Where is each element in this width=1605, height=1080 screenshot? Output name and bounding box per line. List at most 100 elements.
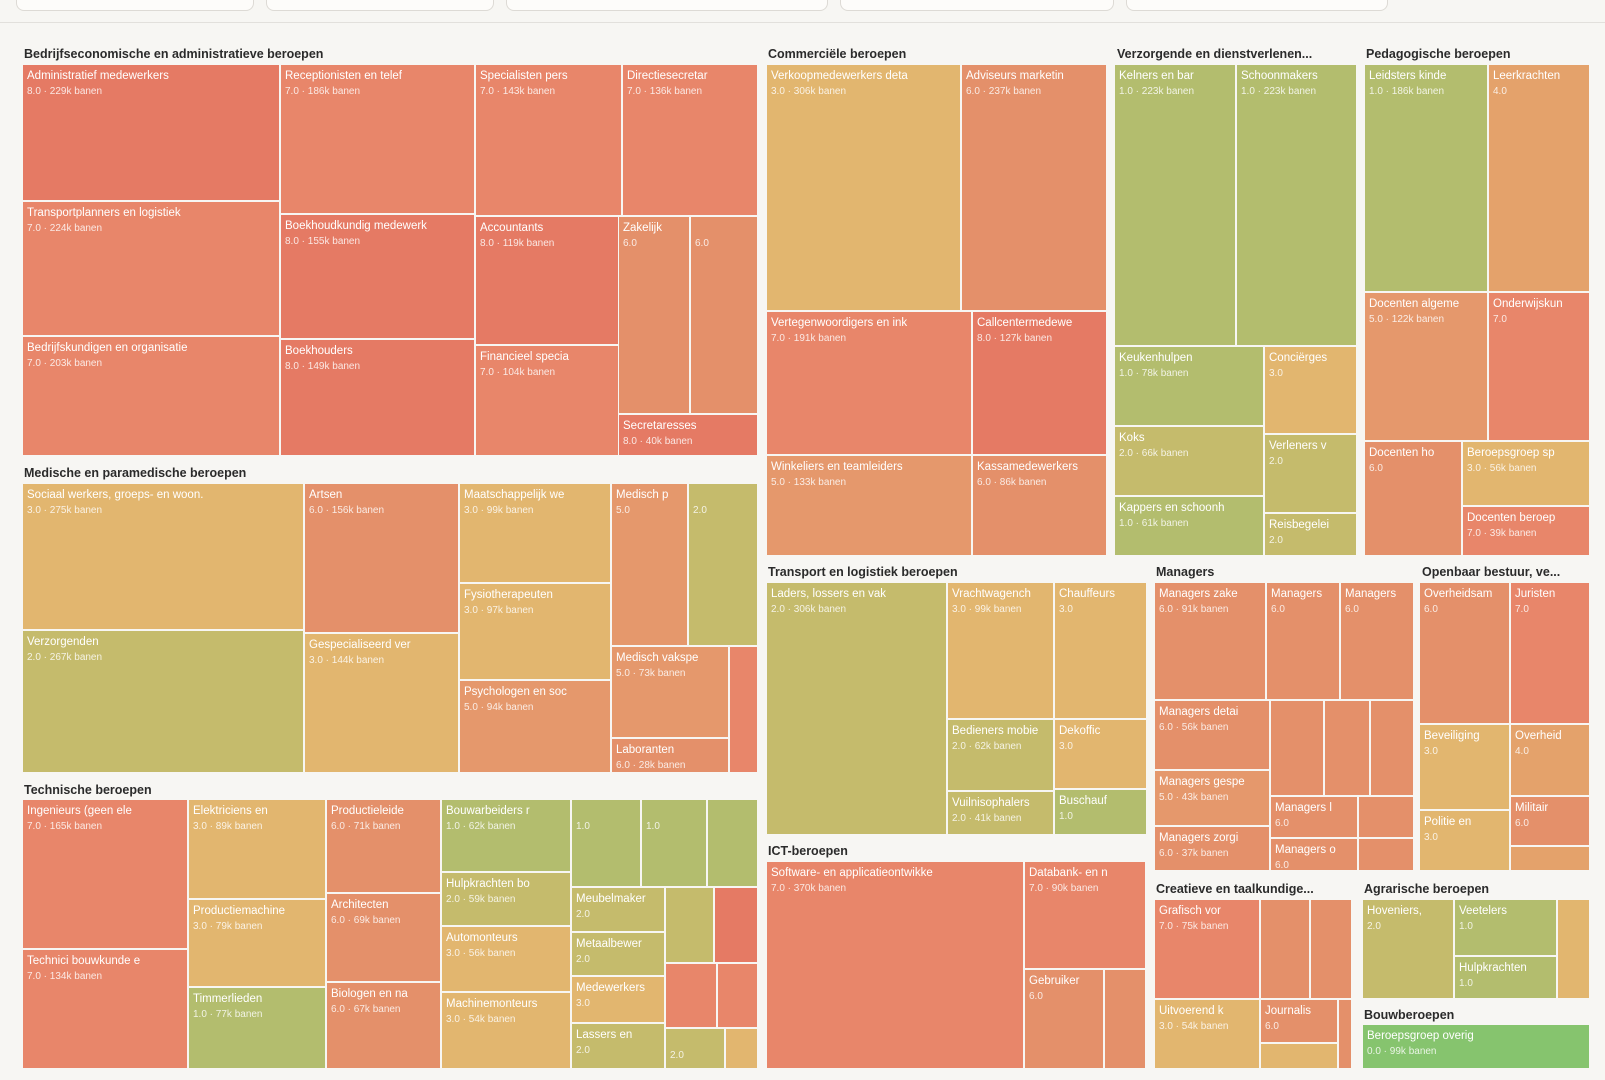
treemap-cell-buschauf[interactable]: Buschauf 1.0 [1054, 789, 1147, 835]
filter-dropdown-1[interactable] [16, 0, 254, 11]
treemap-cell-ingenieurs-geen-ele[interactable]: Ingenieurs (geen ele 7.0 · 165k banen [22, 799, 188, 949]
treemap-cell-schoonmakers[interactable]: Schoonmakers 1.0 · 223k banen [1236, 64, 1357, 346]
treemap-cell-cell-22[interactable] [717, 963, 758, 1028]
treemap-cell-managers-l[interactable]: Managers l 6.0 [1270, 796, 1358, 838]
treemap-cell-onderwijskun[interactable]: Onderwijskun 7.0 [1488, 292, 1590, 441]
treemap-cell-cell-11[interactable]: 6.0 [690, 216, 758, 414]
treemap-cell-leidsters-kinde[interactable]: Leidsters kinde 1.0 · 186k banen [1364, 64, 1488, 292]
filter-dropdown-3[interactable] [506, 0, 828, 11]
treemap-cell-verzorgenden[interactable]: Verzorgenden 2.0 · 267k banen [22, 630, 304, 773]
treemap-cell-directiesecretar[interactable]: Directiesecretar 7.0 · 136k banen [622, 64, 758, 216]
treemap-cell-kassamedewerkers[interactable]: Kassamedewerkers 6.0 · 86k banen [972, 455, 1107, 556]
treemap-cell-verleners-v[interactable]: Verleners v 2.0 [1264, 434, 1357, 513]
treemap-cell-keukenhulpen[interactable]: Keukenhulpen 1.0 · 78k banen [1114, 346, 1264, 426]
treemap-cell-kappers-en-schoonh[interactable]: Kappers en schoonh 1.0 · 61k banen [1114, 496, 1264, 556]
treemap-cell-gebruiker[interactable]: Gebruiker 6.0 [1024, 969, 1104, 1069]
treemap-cell-dekoffic[interactable]: Dekoffic 3.0 [1054, 719, 1147, 789]
treemap-cell-fysiotherapeuten[interactable]: Fysiotherapeuten 3.0 · 97k banen [459, 583, 611, 680]
treemap-cell-cell-14[interactable] [707, 799, 758, 887]
treemap-cell-architecten[interactable]: Architecten 6.0 · 69k banen [326, 893, 441, 982]
treemap-cell-secretaresses[interactable]: Secretaresses 8.0 · 40k banen [618, 414, 758, 456]
treemap-cell-machinemonteurs[interactable]: Machinemonteurs 3.0 · 54k banen [441, 992, 571, 1069]
treemap-cell-laders-lossers-en-vak[interactable]: Laders, lossers en vak 2.0 · 306k banen [766, 582, 947, 835]
treemap-cell-cell-2[interactable] [1310, 899, 1352, 999]
filter-dropdown-5[interactable] [1126, 0, 1388, 11]
treemap-cell-metaalbewer[interactable]: Metaalbewer 2.0 [571, 932, 665, 976]
treemap-cell-boekhouders[interactable]: Boekhouders 8.0 · 149k banen [280, 339, 475, 456]
treemap-cell-cell-1[interactable] [1260, 899, 1310, 999]
treemap-cell-technici-bouwkunde-e[interactable]: Technici bouwkunde e 7.0 · 134k banen [22, 949, 188, 1069]
treemap-cell-accountants[interactable]: Accountants 8.0 · 119k banen [475, 216, 622, 345]
treemap-cell-koks[interactable]: Koks 2.0 · 66k banen [1114, 426, 1264, 496]
treemap-cell-meubelmaker[interactable]: Meubelmaker 2.0 [571, 887, 665, 932]
treemap-cell-uitvoerend-k[interactable]: Uitvoerend k 3.0 · 54k banen [1154, 999, 1260, 1069]
treemap-cell-cell-8[interactable]: 2.0 [688, 483, 758, 646]
treemap-cell-bouwarbeiders-r[interactable]: Bouwarbeiders r 1.0 · 62k banen [441, 799, 571, 872]
treemap-cell-docenten-beroep[interactable]: Docenten beroep 7.0 · 39k banen [1462, 506, 1590, 556]
treemap-cell-juristen[interactable]: Juristen 7.0 [1510, 582, 1590, 724]
treemap-cell-overheidsam[interactable]: Overheidsam 6.0 [1419, 582, 1510, 724]
treemap-cell-productieleide[interactable]: Productieleide 6.0 · 71k banen [326, 799, 441, 893]
treemap-cell-docenten-algeme[interactable]: Docenten algeme 5.0 · 122k banen [1364, 292, 1488, 441]
treemap-cell-bedrijfskundigen-en-organisatie[interactable]: Bedrijfskundigen en organisatie 7.0 · 203… [22, 336, 280, 456]
treemap-cell-cell-5[interactable] [1324, 700, 1370, 796]
treemap-cell-hoveniers[interactable]: Hoveniers, 2.0 [1362, 899, 1454, 999]
treemap-cell-adviseurs-marketin[interactable]: Adviseurs marketin 6.0 · 237k banen [961, 64, 1107, 311]
treemap-cell-medisch-vakspe[interactable]: Medisch vakspe 5.0 · 73k banen [611, 646, 729, 738]
treemap-cell-reisbegelei[interactable]: Reisbegelei 2.0 [1264, 513, 1357, 556]
treemap-cell-concierges[interactable]: Conciërges 3.0 [1264, 346, 1357, 434]
treemap-cell-cell-11[interactable] [729, 646, 758, 773]
treemap-cell-maatschappelijk-we[interactable]: Maatschappelijk we 3.0 · 99k banen [459, 483, 611, 583]
treemap-cell-cell-20[interactable] [714, 887, 758, 963]
treemap-cell-militair[interactable]: Militair 6.0 [1510, 796, 1590, 846]
treemap-cell-timmerlieden[interactable]: Timmerlieden 1.0 · 77k banen [188, 987, 326, 1069]
treemap-cell-vrachtwagench[interactable]: Vrachtwagench 3.0 · 99k banen [947, 582, 1054, 719]
treemap-cell-biologen-en-na[interactable]: Biologen en na 6.0 · 67k banen [326, 982, 441, 1069]
treemap-cell-politie-en[interactable]: Politie en 3.0 [1419, 810, 1510, 871]
treemap-cell-medewerkers[interactable]: Medewerkers 3.0 [571, 976, 665, 1023]
treemap-cell-transportplanners-en-logistiek[interactable]: Transportplanners en logistiek 7.0 · 224k… [22, 201, 280, 336]
treemap-cell-cell-12[interactable] [1358, 838, 1414, 871]
treemap-cell-cell-3[interactable] [1104, 969, 1146, 1069]
treemap-cell-winkeliers-en-teamleiders[interactable]: Winkeliers en teamleiders 5.0 · 133k bane… [766, 455, 972, 556]
treemap-cell-chauffeurs[interactable]: Chauffeurs 3.0 [1054, 582, 1147, 719]
treemap-cell-vuilnisophalers[interactable]: Vuilnisophalers 2.0 · 41k banen [947, 791, 1054, 835]
treemap-cell-cell-13[interactable]: 1.0 [641, 799, 707, 887]
treemap-cell-managers-zake[interactable]: Managers zake 6.0 · 91k banen [1154, 582, 1266, 700]
treemap-cell-managers[interactable]: Managers 6.0 [1266, 582, 1340, 700]
treemap-cell-cell-23[interactable]: 2.0 [665, 1028, 725, 1069]
treemap-cell-beroepsgroep-overig[interactable]: Beroepsgroep overig 0.0 · 99k banen [1362, 1024, 1590, 1069]
treemap-cell-cell-12[interactable]: 1.0 [571, 799, 641, 887]
treemap-cell-administratief-medewerkers[interactable]: Administratief medewerkers 8.0 · 229k ban… [22, 64, 280, 201]
treemap-cell-cell-24[interactable] [725, 1028, 758, 1069]
treemap-cell-leerkrachten[interactable]: Leerkrachten 4.0 [1488, 64, 1590, 292]
treemap-cell-cell-6[interactable] [1370, 700, 1414, 796]
treemap-cell-kelners-en-bar[interactable]: Kelners en bar 1.0 · 223k banen [1114, 64, 1236, 346]
treemap-cell-cell-21[interactable] [665, 963, 717, 1028]
treemap-cell-veetelers[interactable]: Veetelers 1.0 [1454, 899, 1557, 956]
treemap-cell-beroepsgroep-sp[interactable]: Beroepsgroep sp 3.0 · 56k banen [1462, 441, 1590, 506]
treemap-cell-psychologen-en-soc[interactable]: Psychologen en soc 5.0 · 94k banen [459, 680, 611, 773]
treemap-cell-databank-en-n[interactable]: Databank- en n 7.0 · 90k banen [1024, 861, 1146, 969]
treemap-cell-managers[interactable]: Managers 6.0 [1340, 582, 1414, 700]
treemap-cell-medisch-p[interactable]: Medisch p 5.0 [611, 483, 688, 646]
treemap-cell-docenten-ho[interactable]: Docenten ho 6.0 [1364, 441, 1462, 556]
treemap-cell-bedieners-mobie[interactable]: Bedieners mobie 2.0 · 62k banen [947, 719, 1054, 791]
treemap-cell-artsen[interactable]: Artsen 6.0 · 156k banen [304, 483, 459, 633]
treemap-cell-automonteurs[interactable]: Automonteurs 3.0 · 56k banen [441, 926, 571, 992]
treemap-cell-hulpkrachten[interactable]: Hulpkrachten 1.0 [1454, 956, 1557, 999]
filter-dropdown-4[interactable] [840, 0, 1114, 11]
treemap-cell-financieel-specia[interactable]: Financieel specia 7.0 · 104k banen [475, 345, 622, 456]
treemap-cell-specialisten-pers[interactable]: Specialisten pers 7.0 · 143k banen [475, 64, 622, 216]
treemap-cell-verkoopmedewerkers-deta[interactable]: Verkoopmedewerkers deta 3.0 · 306k banen [766, 64, 961, 311]
treemap-cell-hulpkrachten-bo[interactable]: Hulpkrachten bo 2.0 · 59k banen [441, 872, 571, 926]
treemap-cell-elektriciens-en[interactable]: Elektriciens en 3.0 · 89k banen [188, 799, 326, 899]
treemap-cell-lassers-en[interactable]: Lassers en 2.0 [571, 1023, 665, 1069]
treemap-cell-productiemachine[interactable]: Productiemachine 3.0 · 79k banen [188, 899, 326, 987]
treemap-cell-vertegenwoordigers-en-ink[interactable]: Vertegenwoordigers en ink 7.0 · 191k bane… [766, 311, 972, 455]
filter-dropdown-2[interactable] [266, 0, 494, 11]
treemap-cell-zakelijk[interactable]: Zakelijk 6.0 [618, 216, 690, 414]
treemap-cell-journalis[interactable]: Journalis 6.0 [1260, 999, 1338, 1043]
treemap-cell-managers-zorgi[interactable]: Managers zorgi 6.0 · 37k banen [1154, 826, 1270, 871]
treemap-cell-callcentermedewe[interactable]: Callcentermedewe 8.0 · 127k banen [972, 311, 1107, 455]
